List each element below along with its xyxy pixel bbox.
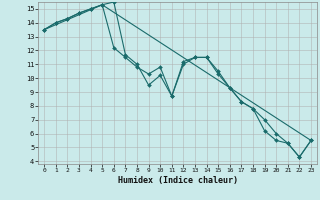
X-axis label: Humidex (Indice chaleur): Humidex (Indice chaleur) (118, 176, 238, 185)
